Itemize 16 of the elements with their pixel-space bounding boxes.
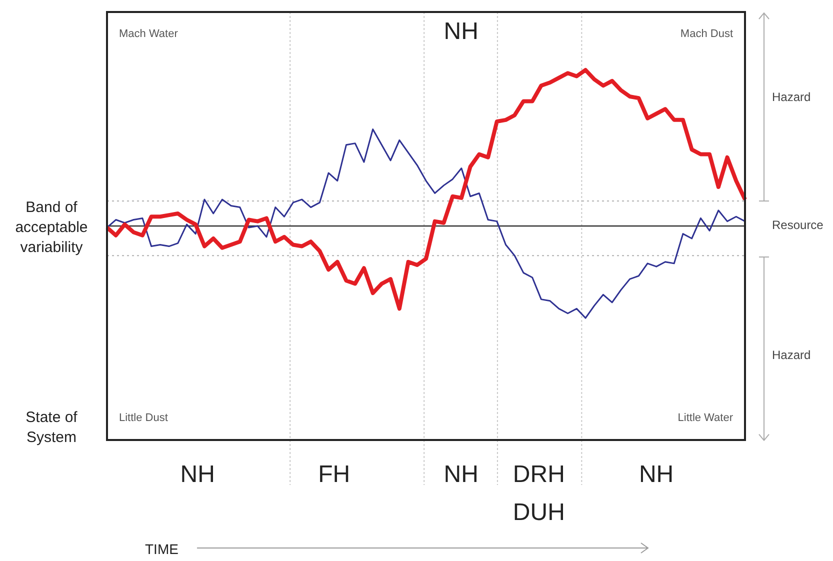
text: Hazard	[772, 348, 811, 362]
text: NH	[442, 18, 480, 46]
text: Hazard	[772, 90, 811, 104]
text: DRH DUH	[512, 460, 566, 528]
text: Mach Dust	[679, 28, 733, 40]
text: State of System	[24, 408, 78, 448]
text: NH	[442, 460, 480, 490]
text: Resource	[772, 218, 824, 232]
text: Mach Water	[119, 28, 178, 40]
text: Little Dust	[119, 412, 168, 424]
text: FH	[317, 460, 352, 490]
text: Little Water	[676, 412, 733, 424]
text: NH	[638, 460, 675, 490]
text: Band of acceptable variability	[14, 198, 89, 258]
text: TIME	[145, 541, 178, 557]
text: NH	[179, 460, 216, 490]
